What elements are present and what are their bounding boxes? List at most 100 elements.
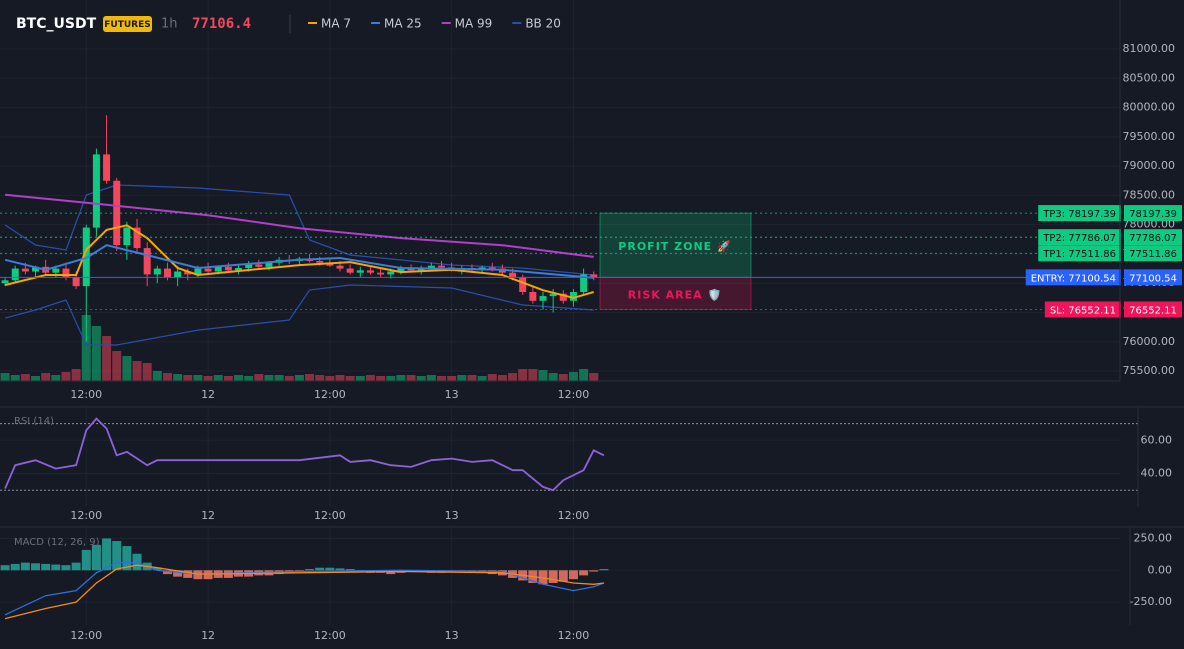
volume-bar — [193, 375, 203, 381]
volume-bar — [213, 375, 223, 381]
candle-body — [356, 270, 364, 273]
histogram-bar — [579, 570, 589, 576]
candle-body — [123, 227, 131, 246]
candle-body — [52, 268, 60, 273]
x-tick-label: 12:00 — [314, 509, 346, 522]
histogram-bar — [61, 565, 71, 571]
candle-body — [377, 272, 385, 275]
pane-title: MACD (12, 26, 9) — [14, 537, 100, 548]
y-tick-label: 250.00 — [1134, 531, 1173, 544]
y-tick-label: 81000.00 — [1123, 42, 1176, 55]
candle-body — [539, 296, 547, 301]
volume-bar — [426, 375, 436, 381]
candle-body — [580, 274, 588, 293]
x-tick-label: 13 — [445, 629, 459, 642]
zone-label: RISK AREA 🛡️ — [628, 288, 722, 301]
price-tag — [1124, 269, 1182, 286]
histogram-bar — [81, 549, 91, 571]
level-tag — [1038, 205, 1121, 222]
volume-bar — [244, 376, 254, 381]
x-tick-label: 12:00 — [70, 629, 102, 642]
volume-bar — [518, 369, 528, 381]
volume-bar — [81, 315, 91, 381]
volume-bar — [538, 370, 548, 381]
candle-body — [62, 268, 70, 278]
price-tag-text: 78197.39 — [1129, 209, 1177, 220]
x-tick-label: 13 — [445, 509, 459, 522]
y-tick-label: 0.00 — [1148, 563, 1173, 576]
histogram-bar — [41, 563, 51, 571]
histogram-bar — [71, 562, 81, 571]
volume-bar — [568, 372, 578, 381]
volume-bar — [345, 376, 355, 381]
badge: FUTURES — [104, 20, 150, 30]
price-tag — [1124, 301, 1182, 318]
volume-bar — [386, 376, 396, 381]
y-tick-label: 79000.00 — [1123, 159, 1176, 172]
histogram-bar — [51, 564, 61, 571]
volume-bar — [51, 375, 61, 381]
x-tick-label: 13 — [445, 388, 459, 401]
candle-body — [204, 268, 212, 272]
volume-bar — [305, 374, 315, 381]
level-label: TP2: 77786.07 — [1042, 233, 1116, 244]
volume-bar — [122, 356, 132, 381]
y-tick-label: 40.00 — [1141, 467, 1173, 480]
histogram-bar — [31, 563, 41, 571]
volume-bar — [376, 376, 386, 381]
volume-bar — [579, 369, 589, 381]
volume-bar — [457, 375, 467, 381]
histogram-bar — [91, 544, 101, 571]
histogram-bar — [548, 570, 558, 583]
volume-bar — [10, 375, 20, 381]
price-tag — [1124, 245, 1182, 262]
histogram-bar — [305, 569, 315, 571]
histogram-bar — [325, 567, 335, 571]
y-tick-label: 79500.00 — [1123, 130, 1176, 143]
volume-bar — [528, 369, 538, 381]
volume-bar — [294, 375, 304, 381]
volume-bar — [0, 373, 10, 381]
volume-bar — [173, 374, 183, 381]
x-tick-label: 12 — [201, 388, 215, 401]
volume-bar — [102, 336, 112, 381]
level-label: TP3: 78197.39 — [1042, 209, 1116, 220]
candle-body — [174, 271, 182, 278]
bb-upper — [4, 184, 594, 276]
histogram-bar — [122, 546, 132, 571]
candle-body — [366, 270, 374, 273]
level-tag — [1038, 245, 1121, 262]
volume-bar — [152, 371, 162, 381]
volume-bar — [406, 375, 416, 381]
candle-body — [387, 271, 395, 275]
candle-body — [519, 277, 527, 293]
candle-body — [549, 293, 557, 297]
zone-label: PROFIT ZONE 🚀 — [618, 240, 731, 253]
volume-bar — [142, 363, 152, 381]
volume-bar — [274, 375, 284, 381]
candle-body — [438, 265, 446, 268]
candle-body — [407, 268, 415, 271]
volume-bar — [20, 374, 30, 381]
volume-bar — [335, 375, 345, 381]
y-tick-label: 76000.00 — [1123, 335, 1176, 348]
volume-bar — [315, 375, 325, 381]
interval: 1h — [161, 17, 178, 32]
histogram-bar — [162, 570, 172, 575]
histogram-bar — [599, 569, 609, 571]
candle-body — [529, 292, 537, 301]
y-tick-label: 80000.00 — [1123, 101, 1176, 114]
volume-bar — [558, 374, 568, 381]
candle-body — [316, 260, 324, 263]
candle-body — [11, 268, 19, 281]
ma-line — [4, 244, 594, 279]
histogram-bar — [10, 563, 20, 571]
candle-body — [397, 268, 405, 272]
candle-body — [346, 268, 354, 273]
histogram-bar — [0, 565, 10, 571]
rsi-line — [4, 417, 605, 492]
x-tick-label: 12:00 — [70, 509, 102, 522]
